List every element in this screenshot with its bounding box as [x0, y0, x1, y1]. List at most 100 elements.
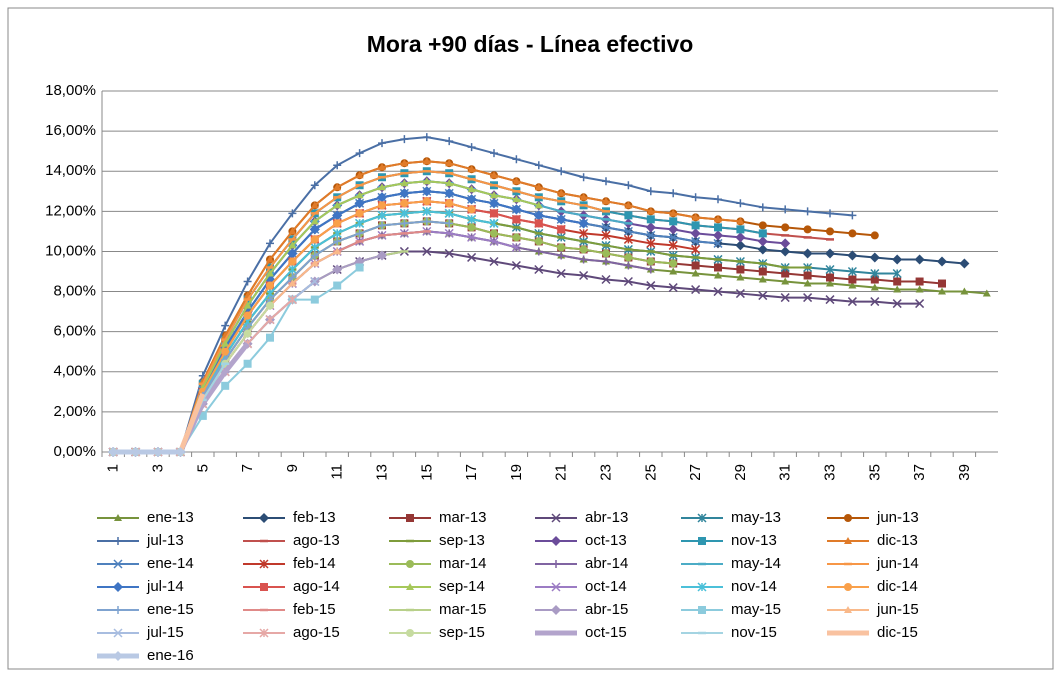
- point-marker: [758, 267, 767, 276]
- point-marker: [221, 339, 230, 347]
- point-marker: [668, 232, 678, 242]
- point-marker: [803, 225, 812, 234]
- x-tick-label: 9: [284, 464, 301, 472]
- point-marker: [736, 199, 745, 208]
- point-marker: [310, 251, 319, 260]
- point-marker: [736, 217, 745, 225]
- point-marker: [490, 171, 498, 179]
- point-marker: [467, 223, 476, 232]
- point-marker: [781, 205, 790, 214]
- point-marker: [400, 219, 409, 228]
- point-marker: [400, 179, 409, 187]
- point-marker: [445, 159, 454, 167]
- legend-marker: [114, 514, 122, 521]
- point-marker: [646, 238, 656, 248]
- point-marker: [714, 263, 722, 272]
- legend-marker: [259, 513, 269, 523]
- point-marker: [310, 201, 319, 209]
- point-marker: [467, 185, 476, 193]
- point-marker: [736, 265, 745, 274]
- point-marker: [714, 195, 722, 204]
- point-marker: [646, 187, 655, 196]
- point-marker: [445, 199, 454, 208]
- point-marker: [287, 295, 297, 305]
- legend-label: oct-13: [585, 532, 627, 549]
- legend-marker: [260, 583, 268, 591]
- point-marker: [221, 321, 230, 330]
- point-marker: [467, 165, 476, 173]
- point-marker: [668, 224, 679, 235]
- point-marker: [221, 381, 230, 390]
- x-tick-label: 13: [374, 464, 391, 481]
- point-marker: [825, 248, 835, 259]
- point-marker: [399, 208, 409, 218]
- legend-marker: [844, 583, 852, 591]
- legend-marker: [259, 559, 269, 569]
- point-marker: [378, 183, 386, 191]
- point-marker: [243, 329, 252, 338]
- legend-label: jul-13: [146, 532, 184, 549]
- point-marker: [467, 143, 476, 152]
- point-marker: [445, 219, 454, 228]
- point-marker: [915, 285, 924, 293]
- point-marker: [512, 215, 521, 224]
- point-marker: [355, 218, 365, 228]
- point-marker: [400, 135, 409, 144]
- legend-marker: [113, 628, 123, 638]
- point-marker: [848, 229, 857, 238]
- point-marker: [422, 177, 431, 185]
- point-marker: [266, 281, 274, 290]
- point-marker: [287, 264, 297, 275]
- point-marker: [332, 264, 343, 275]
- point-marker: [333, 237, 342, 246]
- point-marker: [826, 279, 834, 287]
- series-line: [113, 136, 853, 453]
- point-marker: [378, 163, 386, 171]
- point-marker: [444, 208, 454, 218]
- point-marker: [848, 281, 857, 289]
- point-marker: [466, 194, 477, 205]
- point-marker: [579, 255, 588, 264]
- point-marker: [714, 271, 722, 279]
- point-marker: [108, 447, 119, 457]
- y-tick-label: 4,00%: [53, 363, 96, 380]
- point-marker: [445, 179, 454, 187]
- point-marker: [310, 181, 319, 190]
- legend-label: jun-14: [876, 555, 919, 572]
- point-marker: [490, 209, 498, 218]
- point-marker: [690, 228, 701, 239]
- legend-label: abr-14: [585, 555, 628, 572]
- point-marker: [624, 181, 633, 190]
- point-marker: [333, 183, 342, 191]
- point-marker: [713, 238, 723, 248]
- point-marker: [422, 246, 432, 256]
- point-marker: [355, 191, 364, 199]
- point-marker: [602, 177, 610, 186]
- point-marker: [534, 183, 543, 191]
- point-marker: [735, 232, 746, 243]
- point-marker: [444, 188, 455, 199]
- point-marker: [309, 224, 320, 235]
- point-marker: [333, 281, 342, 290]
- legend-marker: [551, 605, 561, 615]
- point-marker: [533, 210, 544, 221]
- point-marker: [713, 230, 723, 241]
- point-marker: [915, 277, 924, 286]
- legend-marker: [551, 513, 561, 523]
- point-marker: [445, 137, 454, 146]
- point-marker: [982, 289, 991, 297]
- point-marker: [848, 275, 857, 284]
- point-marker: [579, 173, 588, 182]
- point-marker: [288, 279, 297, 287]
- point-marker: [355, 209, 364, 218]
- point-marker: [467, 252, 477, 262]
- x-tick-label: 15: [418, 464, 435, 481]
- point-marker: [645, 222, 656, 233]
- point-marker: [825, 264, 835, 275]
- point-marker: [848, 211, 857, 220]
- point-marker: [713, 287, 723, 297]
- legend-label: ene-13: [147, 509, 194, 526]
- x-tick-label: 23: [598, 464, 615, 481]
- legend-label: dic-14: [877, 578, 918, 595]
- legend-label: abr-13: [585, 509, 628, 526]
